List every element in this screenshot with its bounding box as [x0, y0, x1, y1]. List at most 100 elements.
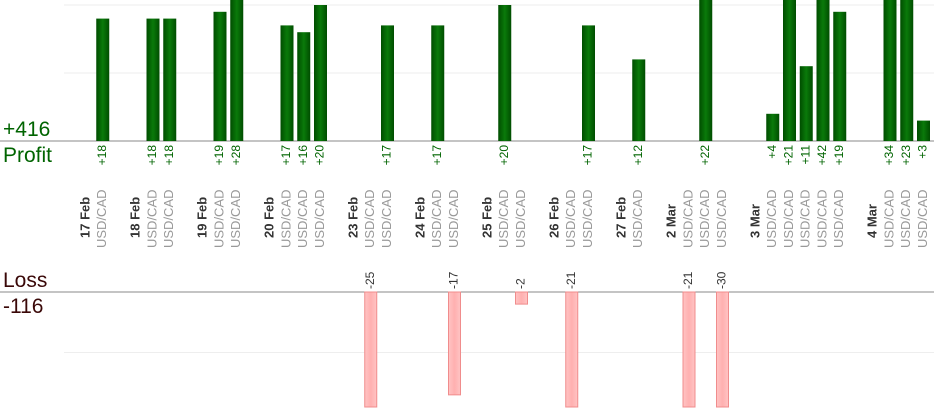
profit-bar	[498, 5, 512, 141]
profit-value-label: +18	[162, 145, 176, 166]
loss-total: -116	[3, 295, 44, 318]
profit-bar	[381, 25, 394, 141]
profit-bar	[917, 120, 930, 141]
instrument-label: USD/CAD	[831, 189, 846, 248]
profit-value-label: +3	[916, 145, 930, 159]
profit-value-label: +42	[815, 145, 829, 166]
loss-bars	[364, 291, 729, 408]
loss-bar	[364, 291, 378, 408]
profit-bar	[280, 25, 294, 141]
loss-bar	[448, 291, 461, 396]
instrument-label: USD/CAD	[798, 189, 813, 248]
profit-bar	[297, 32, 311, 142]
instrument-label: USD/CAD	[898, 189, 913, 248]
profit-bar	[163, 18, 177, 142]
profit-bar	[230, 0, 244, 141]
instrument-label: USD/CAD	[915, 189, 930, 248]
date-label: 17 Feb	[77, 197, 92, 238]
instrument-label: USD/CAD	[680, 189, 695, 248]
profit-bar	[833, 11, 847, 141]
instrument-label: USD/CAD	[228, 189, 243, 248]
instrument-label: USD/CAD	[94, 189, 109, 248]
profit-bar	[699, 0, 713, 141]
profit-value-label: +19	[832, 145, 846, 166]
profit-value-label: +12	[631, 145, 645, 166]
date-label: 24 Feb	[412, 197, 427, 238]
bars	[96, 0, 930, 408]
profit-bar	[632, 59, 646, 141]
date-label: 25 Feb	[479, 197, 494, 238]
profit-value-label: +18	[145, 145, 159, 166]
profit-value-label: +20	[313, 145, 327, 166]
loss-bar	[682, 291, 696, 408]
profit-bar	[816, 0, 830, 141]
profit-value-label: +11	[798, 145, 812, 165]
loss-value-label: -2	[514, 278, 528, 289]
date-label: 4 Mar	[865, 204, 880, 238]
instrument-label: USD/CAD	[211, 189, 226, 248]
profit-value-label: +34	[882, 145, 896, 166]
instrument-label: USD/CAD	[580, 189, 595, 248]
instrument-label: USD/CAD	[379, 189, 394, 248]
instrument-label: USD/CAD	[630, 189, 645, 248]
loss-value-label: -30	[715, 271, 729, 289]
date-label: 2 Mar	[664, 204, 679, 238]
instrument-label: USD/CAD	[697, 189, 712, 248]
loss-value-label: -25	[363, 271, 377, 289]
profit-value-label: +17	[581, 145, 595, 166]
profit-value-label: +22	[698, 145, 712, 166]
instrument-label: USD/CAD	[513, 189, 528, 248]
profit-total: +416	[3, 118, 51, 141]
instrument-label: USD/CAD	[764, 189, 779, 248]
profit-bars	[96, 0, 930, 142]
loss-label: Loss	[3, 269, 48, 292]
instrument-label: USD/CAD	[814, 189, 829, 248]
instrument-label: USD/CAD	[278, 189, 293, 248]
instrument-label: USD/CAD	[144, 189, 159, 248]
date-label: 27 Feb	[613, 197, 628, 238]
profit-value-label: +19	[212, 145, 226, 166]
profit-value-label: +23	[899, 145, 913, 166]
instrument-label: USD/CAD	[429, 189, 444, 248]
profit-value-label: +20	[497, 145, 511, 166]
instrument-label: USD/CAD	[781, 189, 796, 248]
profit-bar	[431, 25, 445, 141]
loss-bar	[565, 291, 579, 408]
profit-bar	[314, 5, 327, 141]
profit-bar	[146, 18, 160, 142]
profit-value-label: +18	[95, 145, 109, 166]
loss-value-label: -21	[564, 271, 578, 289]
profit-value-label: +16	[296, 145, 310, 166]
profit-value-label: +21	[782, 145, 796, 166]
instrument-label: USD/CAD	[881, 189, 896, 248]
loss-bar	[515, 291, 528, 305]
loss-value-label: -17	[447, 271, 461, 289]
profit-bar	[900, 0, 914, 141]
loss-value-label: -21	[681, 271, 695, 289]
profit-bar	[799, 66, 813, 141]
instrument-label: USD/CAD	[714, 189, 729, 248]
instrument-label: USD/CAD	[312, 189, 327, 248]
profit-bar	[883, 0, 897, 141]
profit-label: Profit	[3, 144, 53, 167]
date-label: 3 Mar	[747, 204, 762, 238]
date-label: 19 Feb	[195, 197, 210, 238]
date-label: 26 Feb	[546, 197, 561, 238]
date-label: 20 Feb	[262, 197, 277, 238]
instrument-label: USD/CAD	[295, 189, 310, 248]
profit-bar	[766, 113, 780, 141]
instrument-label: USD/CAD	[496, 189, 511, 248]
profit-value-label: +17	[380, 145, 394, 166]
profit-bar	[783, 0, 796, 141]
instrument-label: USD/CAD	[446, 189, 461, 248]
date-label: 23 Feb	[345, 197, 360, 238]
profit-value-label: +4	[765, 145, 779, 159]
profit-bar	[213, 11, 227, 141]
profit-value-label: +17	[279, 145, 293, 166]
instrument-label: USD/CAD	[563, 189, 578, 248]
profit-value-label: +17	[430, 145, 444, 166]
profit-bar	[96, 18, 110, 142]
profit-bar	[582, 25, 595, 141]
